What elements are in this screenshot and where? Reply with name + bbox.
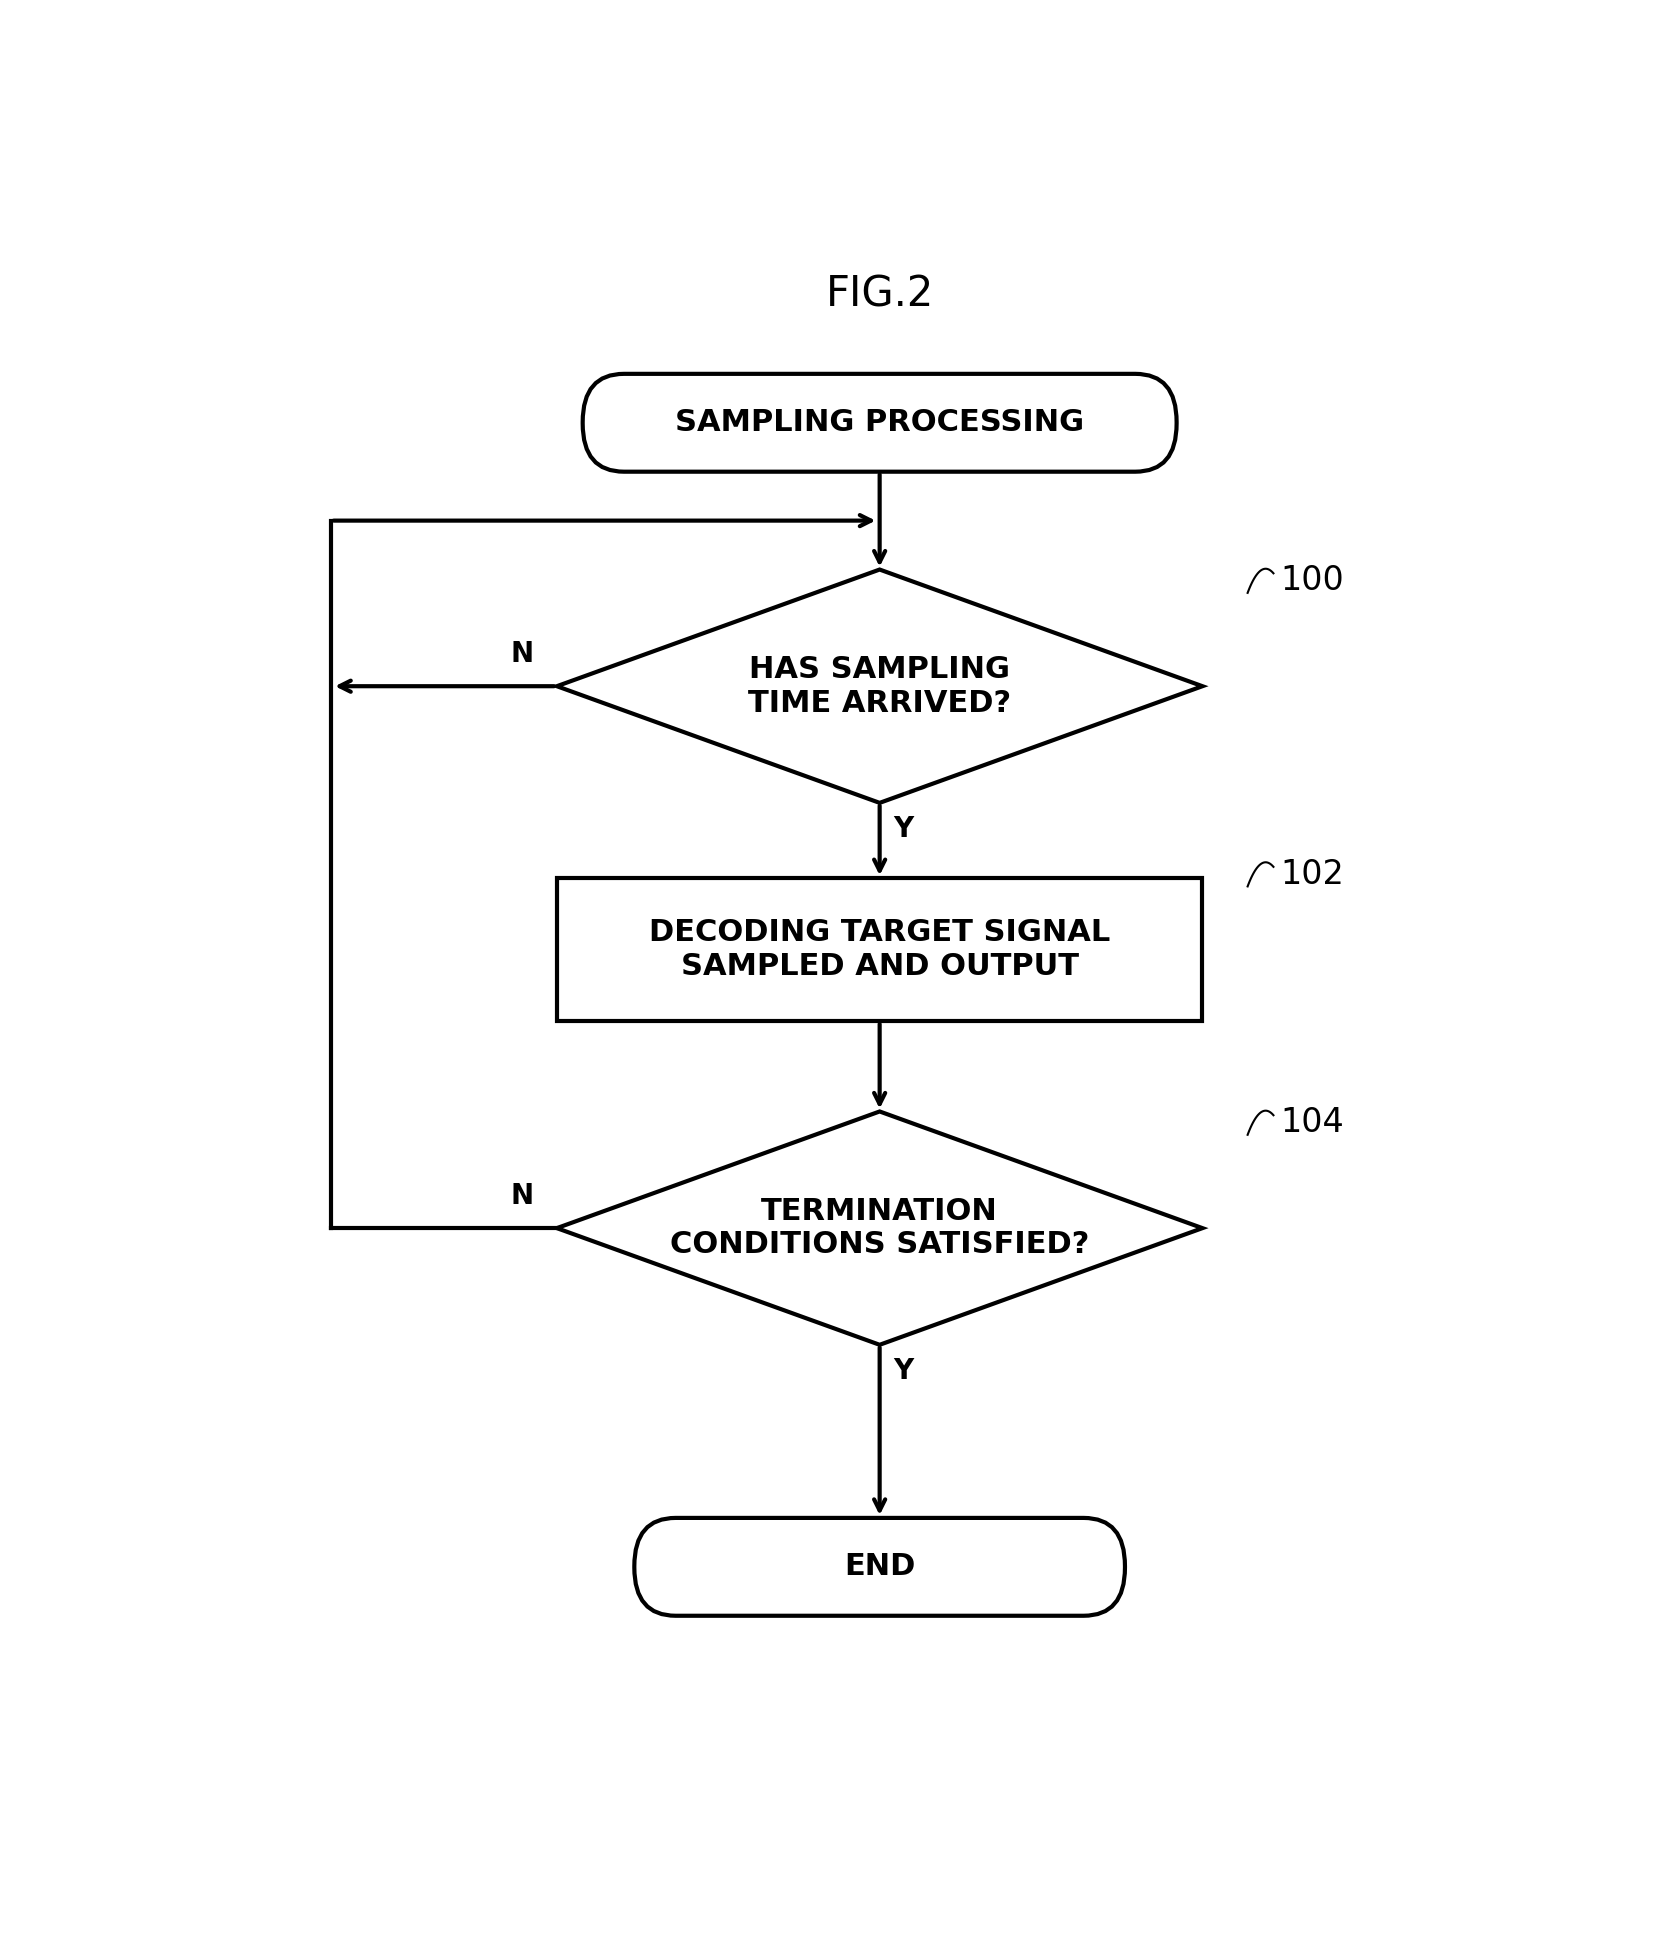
Text: FIG.2: FIG.2 [826,274,933,317]
Text: Y: Y [893,815,913,843]
Text: N: N [510,639,533,669]
Text: HAS SAMPLING
TIME ARRIVED?: HAS SAMPLING TIME ARRIVED? [748,655,1011,717]
Text: N: N [510,1183,533,1210]
Text: Y: Y [893,1357,913,1384]
Text: SAMPLING PROCESSING: SAMPLING PROCESSING [675,409,1085,438]
Text: 104: 104 [1279,1107,1344,1140]
Text: 102: 102 [1279,858,1344,891]
Text: END: END [845,1552,915,1582]
Polygon shape [556,1112,1203,1345]
Text: TERMINATION
CONDITIONS SATISFIED?: TERMINATION CONDITIONS SATISFIED? [670,1196,1090,1259]
Text: DECODING TARGET SIGNAL
SAMPLED AND OUTPUT: DECODING TARGET SIGNAL SAMPLED AND OUTPU… [650,919,1110,981]
FancyBboxPatch shape [583,373,1176,471]
Polygon shape [556,569,1203,804]
Bar [556,878,1203,1021]
Text: 100: 100 [1279,565,1344,598]
FancyBboxPatch shape [635,1517,1125,1615]
